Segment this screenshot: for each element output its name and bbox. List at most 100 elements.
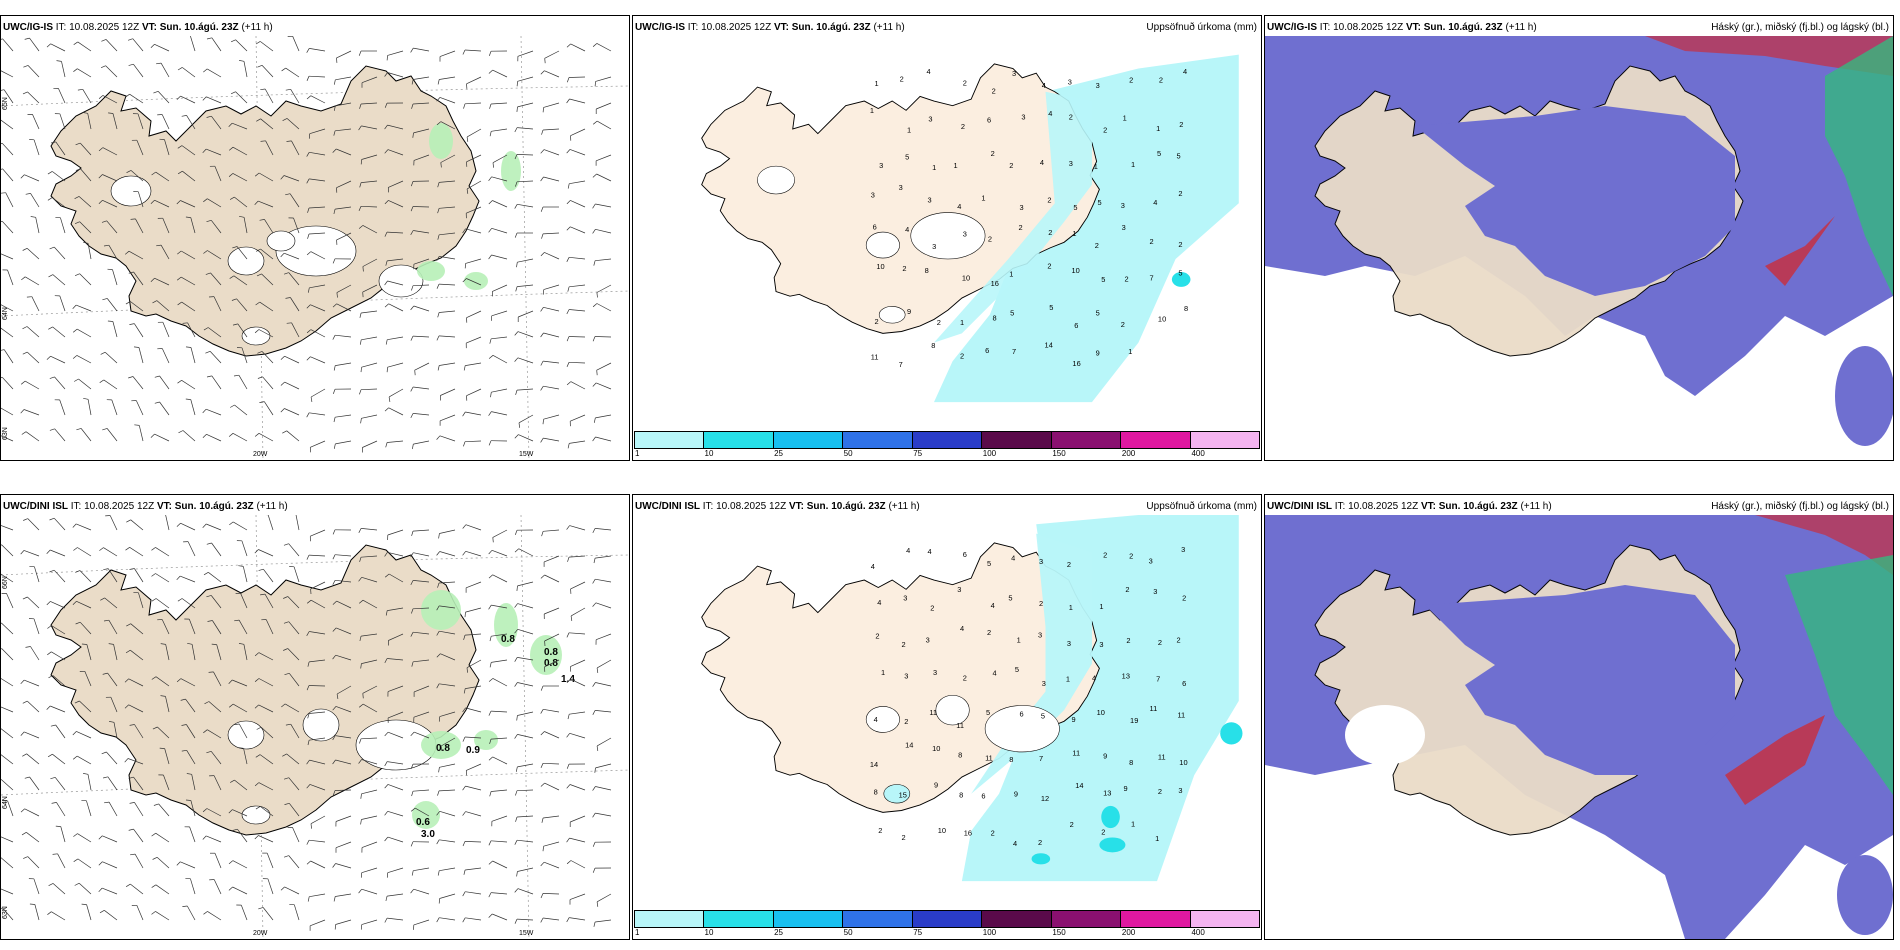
wind-barb (465, 785, 482, 791)
wind-barb-feather (203, 250, 208, 254)
wind-barb-feather (514, 127, 518, 133)
wind-barb-feather (437, 79, 440, 85)
wind-barb (213, 296, 222, 312)
wind-barb (165, 515, 170, 531)
wind-barb (1, 525, 14, 531)
wind-barb (7, 269, 14, 286)
wind-barb (233, 275, 248, 286)
wind-barb (211, 115, 222, 130)
wind-barb (387, 658, 404, 661)
wind-barb (293, 904, 300, 921)
wind-barb (58, 88, 66, 104)
wind-barb-feather (1, 376, 3, 379)
wind-barb (80, 168, 92, 182)
wind-barb-feather (358, 599, 364, 604)
wind-barb (1, 119, 14, 130)
precip-legend: 1 10 25 50 75 100 150 200 400 (634, 431, 1260, 459)
wind-barb-feather (306, 599, 312, 604)
wind-barb (232, 432, 248, 442)
wind-barb-feather (22, 700, 28, 704)
wind-barb-feather (72, 755, 78, 760)
wind-barb (361, 180, 378, 183)
wind-barb-feather (333, 417, 336, 423)
precip-value: 9 (907, 307, 911, 316)
wind-barb-feather (46, 549, 51, 554)
wind-barb (24, 174, 40, 182)
wind-barb-feather (151, 573, 156, 577)
wind-barb-feather (592, 842, 596, 847)
wind-barb-feather (98, 147, 104, 152)
wind-barb (190, 399, 196, 416)
wind-barb-feather (51, 802, 57, 804)
wind-barb-feather (566, 784, 571, 789)
wind-barb (596, 659, 612, 669)
wind-barb (335, 440, 352, 445)
wind-barb-feather (255, 41, 261, 45)
wind-barb-feather (258, 907, 264, 910)
wind-barb (309, 151, 326, 156)
precip-value: 3 (1121, 201, 1125, 210)
wind-barb-feather (160, 695, 166, 697)
precip-value: 10 (1158, 314, 1166, 323)
wind-barb (187, 541, 196, 557)
wind-barb (33, 878, 40, 895)
wind-barb (362, 685, 378, 694)
wind-barb (138, 592, 144, 609)
wind-barb-feather (541, 817, 544, 823)
lon-label: 20W (253, 930, 268, 937)
wind-barb (1, 435, 14, 442)
wind-barb-feather (22, 351, 28, 355)
wind-barb (465, 707, 482, 713)
wind-barb-feather (332, 148, 337, 153)
wind-barb (490, 737, 508, 740)
wind-barb (595, 602, 612, 609)
wind-barb (163, 774, 170, 791)
precip-value: 3 (1021, 113, 1025, 122)
lat-label: 63N (2, 906, 9, 919)
wind-barb-feather (410, 305, 415, 311)
wind-barb (440, 737, 456, 747)
wind-barb (133, 63, 144, 78)
wind-barb (464, 633, 482, 636)
wind-barb (1, 622, 14, 635)
wind-barb (543, 102, 560, 108)
precip-value: 6 (1019, 710, 1023, 719)
wind-barb (164, 139, 170, 156)
precip-value: 8 (1009, 755, 1013, 764)
wind-barb (27, 856, 40, 869)
wind-barb (308, 232, 326, 235)
wind-barb-feather (1, 168, 3, 170)
wind-barb-feather (516, 81, 518, 87)
wind-barb-feather (73, 858, 79, 862)
wind-barb-feather (1, 907, 3, 909)
wind-barb-feather (411, 531, 414, 536)
wind-barb-feather (206, 595, 212, 598)
wind-barb-feather (488, 176, 492, 182)
precip-value: 2 (1124, 274, 1128, 283)
wind-barb (387, 893, 404, 897)
precip-value: 5 (1010, 309, 1014, 318)
wind-barb-feather (206, 750, 212, 754)
precip-value: 2 (1069, 113, 1073, 122)
wind-barb (57, 853, 66, 869)
wind-barb-feather (99, 547, 104, 551)
wind-barb (336, 180, 352, 189)
wind-barb-feather (52, 853, 58, 855)
wind-barb (112, 269, 118, 286)
wind-barb-feather (75, 142, 81, 146)
wind-barb-feather (50, 141, 56, 144)
precip-value: 4 (1042, 81, 1046, 90)
precip-value: 1 (960, 318, 964, 327)
precip-value: 16 (991, 279, 999, 288)
wind-barb (543, 708, 560, 713)
wind-barb (258, 172, 274, 182)
precip-value: 2 (963, 78, 967, 87)
wind-barb (361, 414, 378, 419)
wind-barb-feather (336, 693, 339, 699)
wind-barb (335, 414, 352, 418)
wind-barb-feather (385, 442, 388, 448)
wind-barb-feather (410, 413, 414, 419)
legend-label: 75 (913, 928, 923, 937)
wind-barb (6, 593, 14, 609)
wind-barb (466, 180, 482, 190)
